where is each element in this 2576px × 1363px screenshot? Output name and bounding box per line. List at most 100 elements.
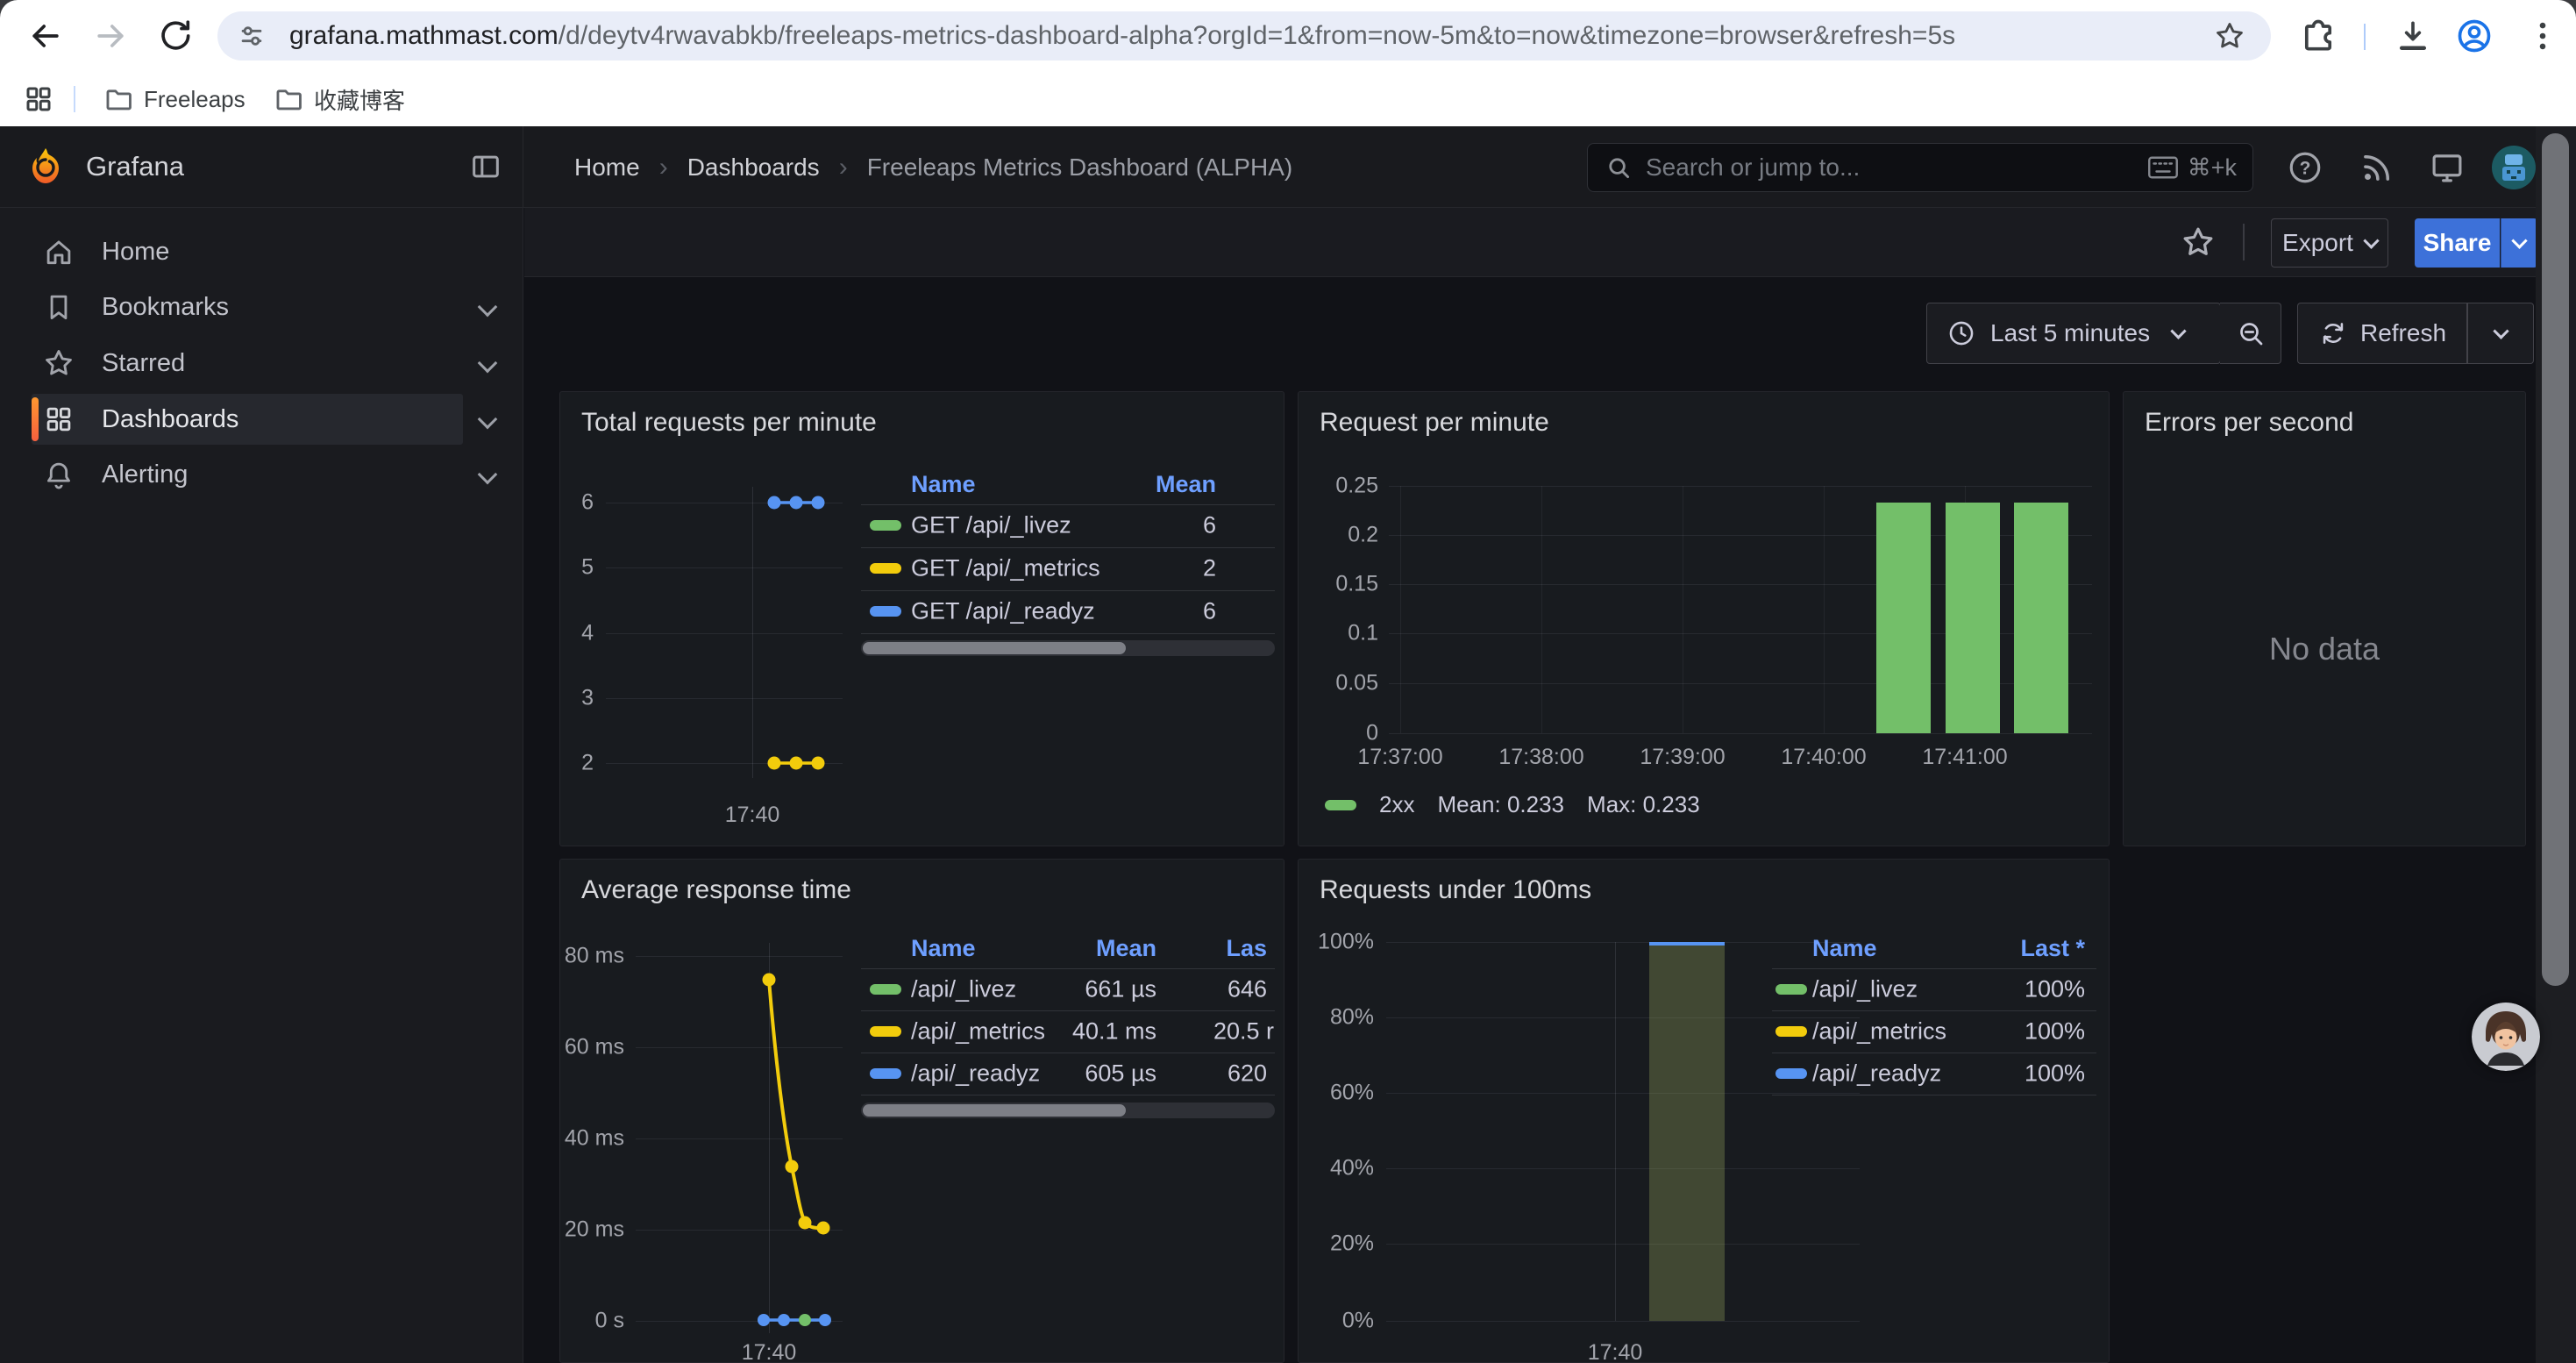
breadcrumb-separator: ›	[659, 153, 668, 182]
table-row[interactable]: /api/_metrics 40.1 ms 20.5 r	[861, 1010, 1275, 1053]
table-row[interactable]: /api/_livez 100%	[1772, 968, 2096, 1010]
assistant-avatar-image	[2472, 1003, 2540, 1071]
table-row[interactable]: GET /api/_readyz 6	[861, 590, 1275, 632]
y-tick: 0.15	[1299, 572, 1378, 597]
grafana-brand[interactable]: Grafana	[86, 151, 184, 182]
legend-mean: Mean: 0.233	[1437, 791, 1564, 818]
refresh-button[interactable]: Refresh	[2297, 303, 2467, 364]
table-scrollbar[interactable]	[861, 640, 1275, 656]
dashboard-subheader: Export Share	[524, 208, 2536, 277]
sidebar-item-label: Alerting	[102, 460, 188, 489]
sidebar-item-label: Bookmarks	[102, 293, 229, 322]
bar-2xx	[1876, 503, 1931, 733]
y-tick: 0.25	[1299, 474, 1378, 499]
back-icon[interactable]	[26, 17, 65, 55]
table-scrollbar[interactable]	[861, 1103, 1275, 1118]
page-scrollbar[interactable]	[2536, 126, 2576, 1363]
table-header-mean[interactable]: Mean	[1096, 935, 1156, 962]
bookmark-star-icon[interactable]	[2213, 19, 2246, 53]
sidebar-item-dashboards[interactable]: Dashboards	[32, 394, 463, 445]
panel-title[interactable]: Errors per second	[2145, 408, 2353, 438]
extensions-icon[interactable]	[2299, 17, 2338, 55]
table-header-name[interactable]: Name	[911, 471, 976, 498]
profile-icon[interactable]	[2455, 17, 2494, 55]
sidebar-item-alerting[interactable]: Alerting	[32, 449, 463, 500]
y-tick: 80%	[1299, 1005, 1374, 1031]
table-header-mean[interactable]: Mean	[1156, 471, 1216, 498]
news-rss-icon[interactable]	[2359, 149, 2395, 186]
user-avatar[interactable]	[2492, 146, 2536, 189]
panel-under-100ms: Requests under 100ms 100% 80% 60% 40% 20…	[1298, 859, 2110, 1363]
forward-icon[interactable]	[91, 17, 130, 55]
bookmarks-divider	[74, 86, 75, 112]
floating-assistant-avatar[interactable]	[2472, 1003, 2540, 1071]
bookmark-folder-freeleaps[interactable]: Freeleaps	[103, 79, 246, 119]
x-tick: 17:38:00	[1498, 745, 1583, 770]
help-icon[interactable]: ?	[2287, 149, 2323, 186]
star-icon	[42, 346, 75, 380]
table-row[interactable]: GET /api/_metrics 2	[861, 547, 1275, 589]
table-header-name[interactable]: Name	[1812, 935, 1877, 962]
table-header-name[interactable]: Name	[911, 935, 976, 962]
table-header-last[interactable]: Las	[1226, 935, 1267, 962]
table-row[interactable]: /api/_readyz 605 µs 620	[861, 1053, 1275, 1095]
bookmark-icon	[42, 290, 75, 324]
downloads-icon[interactable]	[2394, 17, 2432, 55]
table-row[interactable]: /api/_livez 661 µs 646	[861, 968, 1275, 1010]
url-text[interactable]: grafana.mathmast.com/d/deytv4rwavabkb/fr…	[289, 21, 2192, 51]
series-color-pill	[870, 1068, 901, 1079]
reload-icon[interactable]	[156, 17, 195, 55]
monitor-icon[interactable]	[2429, 149, 2466, 186]
menu-kebab-icon[interactable]	[2523, 17, 2562, 55]
table-row[interactable]: GET /api/_livez 6	[861, 504, 1275, 546]
search-input[interactable]	[1646, 153, 2135, 182]
bar-2xx	[2014, 503, 2068, 733]
dock-menu-icon[interactable]	[468, 149, 503, 184]
panel-total-requests: Total requests per minute 6 5 4 3 2 17:4…	[559, 391, 1284, 846]
x-tick: 17:40:00	[1781, 745, 1866, 770]
grafana-logo[interactable]	[25, 146, 67, 188]
chevron-down-icon[interactable]	[478, 297, 498, 318]
breadcrumb-dashboards[interactable]: Dashboards	[687, 153, 820, 182]
apps-grid-icon[interactable]	[23, 83, 54, 115]
table-row[interactable]: /api/_readyz 100%	[1772, 1053, 2096, 1095]
chevron-down-icon	[2493, 323, 2508, 339]
bookmark-label: 收藏博客	[314, 83, 405, 116]
sidebar-item-bookmarks[interactable]: Bookmarks	[32, 282, 463, 332]
sidebar: Home Bookmarks Starred Dashboards Alerti…	[0, 208, 523, 1363]
export-button[interactable]: Export	[2271, 218, 2388, 268]
breadcrumb-home[interactable]: Home	[574, 153, 640, 182]
sidebar-item-home[interactable]: Home	[32, 226, 463, 277]
url-host: grafana.mathmast.com	[289, 21, 559, 50]
site-settings-icon[interactable]	[237, 21, 267, 51]
table-header-last[interactable]: Last *	[2020, 935, 2085, 962]
table-row[interactable]: /api/_metrics 100%	[1772, 1010, 2096, 1053]
favorite-star-icon[interactable]	[2180, 224, 2217, 260]
share-dropdown-button[interactable]	[2501, 218, 2537, 268]
share-button[interactable]: Share	[2415, 218, 2500, 268]
toolbar-divider	[2364, 24, 2366, 50]
chevron-down-icon[interactable]	[478, 353, 498, 374]
chevron-down-icon[interactable]	[478, 410, 498, 430]
search-shortcut: ⌘+k	[2147, 154, 2237, 182]
sidebar-item-starred[interactable]: Starred	[32, 338, 463, 389]
chevron-down-icon[interactable]	[478, 465, 498, 485]
legend[interactable]: 2xx Mean: 0.233 Max: 0.233	[1325, 791, 1700, 818]
y-tick: 0.05	[1299, 671, 1378, 696]
search-box[interactable]: ⌘+k	[1587, 143, 2253, 192]
panel-title[interactable]: Requests under 100ms	[1320, 875, 1591, 905]
url-bar[interactable]: grafana.mathmast.com/d/deytv4rwavabkb/fr…	[217, 11, 2271, 61]
time-range-picker[interactable]: Last 5 minutes	[1926, 303, 2221, 364]
dashboard-canvas: Last 5 minutes Refresh Total requests pe…	[524, 277, 2536, 1363]
refresh-interval-dropdown[interactable]	[2467, 303, 2534, 364]
grafana-header: Grafana Home › Dashboards › Freeleaps Me…	[0, 126, 2576, 208]
chevron-down-icon	[2170, 323, 2186, 339]
panel-title[interactable]: Request per minute	[1320, 408, 1549, 438]
series-color-pill	[870, 520, 901, 531]
url-path: /d/deytv4rwavabkb/freeleaps-metrics-dash…	[559, 21, 1955, 50]
series-color-pill	[1775, 1026, 1807, 1037]
no-data-message: No data	[2124, 631, 2525, 667]
zoom-out-button[interactable]	[2220, 303, 2281, 364]
scrollbar-thumb[interactable]	[2542, 133, 2569, 986]
bookmark-folder-blogs[interactable]: 收藏博客	[274, 79, 405, 119]
